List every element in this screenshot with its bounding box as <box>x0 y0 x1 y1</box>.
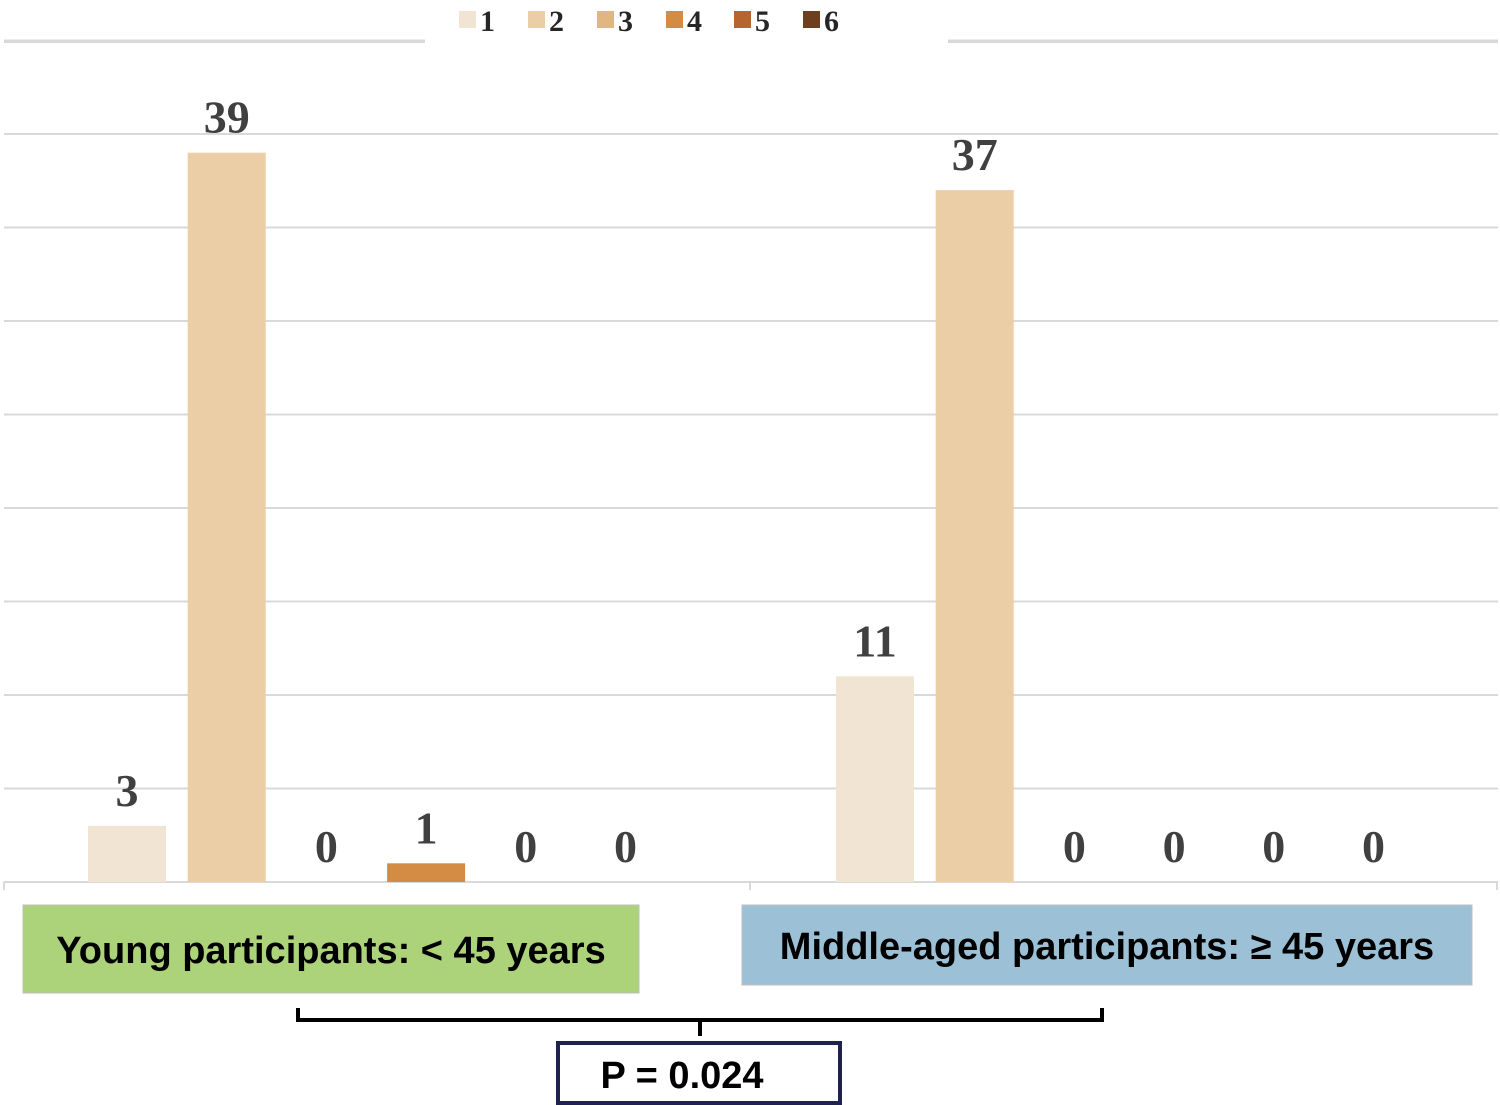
bar <box>836 676 914 882</box>
x-axis <box>3 881 1498 890</box>
legend-label: 4 <box>687 5 702 38</box>
legend: 1 2 3 4 5 6 <box>425 0 948 44</box>
legend-swatch <box>734 11 751 28</box>
data-label: 0 <box>315 821 338 872</box>
legend-label: 3 <box>618 5 633 38</box>
legend-background <box>425 0 948 44</box>
data-label: 11 <box>853 615 896 666</box>
group-label: Middle-aged participants: ≥ 45 years <box>780 926 1434 968</box>
p-value-box <box>556 1041 842 1105</box>
legend-swatch <box>803 11 820 28</box>
legend-swatch <box>528 11 545 28</box>
group-label-box <box>22 904 640 994</box>
data-label: 39 <box>204 92 250 143</box>
group-label-box <box>741 904 1473 986</box>
bar <box>187 152 266 882</box>
legend-label: 2 <box>549 5 564 38</box>
data-label: 3 <box>116 765 139 816</box>
group-label: Young participants: < 45 years <box>56 930 605 972</box>
data-label: 0 <box>1362 821 1385 872</box>
legend-label: 5 <box>755 5 770 38</box>
p-value-annotation: P = 0.024 <box>296 1008 1104 1105</box>
bar <box>935 190 1014 883</box>
comparison-bracket <box>296 1008 1104 1036</box>
legend-swatch <box>459 11 476 28</box>
data-label: 37 <box>952 129 998 180</box>
bar <box>387 863 466 882</box>
p-value-text: P = 0.024 <box>600 1055 763 1097</box>
data-label: 0 <box>1262 821 1285 872</box>
data-label: 0 <box>514 821 537 872</box>
legend-swatch <box>597 11 614 28</box>
group-labels: Young participants: < 45 years Middle-age… <box>22 904 1473 994</box>
data-label: 0 <box>1163 821 1186 872</box>
data-label: 0 <box>614 821 637 872</box>
data-label: 0 <box>1063 821 1086 872</box>
data-label: 1 <box>415 802 438 853</box>
legend-swatch <box>666 11 683 28</box>
legend-label: 6 <box>824 5 839 38</box>
legend-label: 1 <box>480 5 495 38</box>
bars <box>88 152 1014 883</box>
bar <box>88 825 166 882</box>
value-labels: 3 39 0 1 0 0 11 37 0 0 0 0 <box>116 92 1386 872</box>
